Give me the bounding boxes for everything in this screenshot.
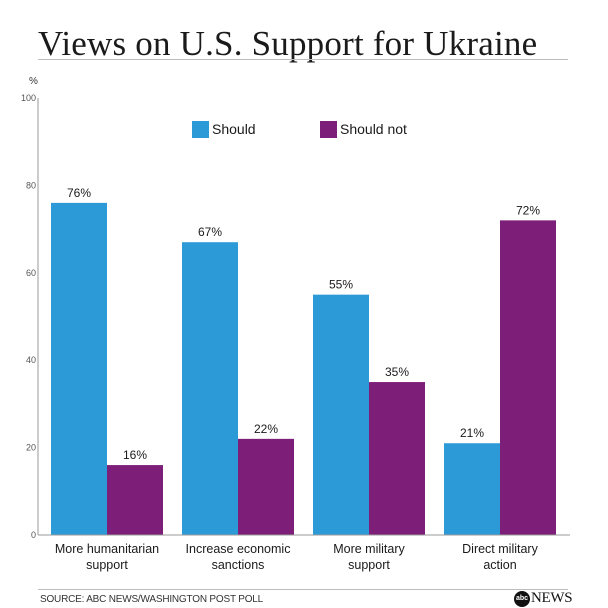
- bar-should-not: [107, 465, 163, 535]
- bar-should-not: [369, 382, 425, 535]
- legend-label-should-not: Should not: [340, 121, 407, 137]
- data-label: 16%: [123, 448, 147, 462]
- x-category-label: action: [483, 558, 516, 572]
- legend-swatch-should: [192, 121, 209, 138]
- bar-chart: % 0 20 40 60 80 100 76% 16% More humanitarian supp…: [21, 76, 570, 572]
- y-tick-label: 80: [26, 180, 36, 190]
- bar-should: [51, 202, 107, 535]
- y-tick-label: 100: [21, 93, 36, 103]
- y-unit-label: %: [29, 76, 38, 87]
- legend-label-should: Should: [212, 121, 256, 137]
- source-note: SOURCE: ABC NEWS/WASHINGTON POST POLL: [40, 594, 264, 605]
- bar-should-not: [500, 220, 556, 536]
- bar-should: [444, 443, 500, 535]
- bar-should: [182, 242, 238, 535]
- bar-should-not: [238, 438, 294, 535]
- data-label: 35%: [385, 365, 409, 379]
- data-label: 72%: [516, 203, 540, 217]
- y-tick-label: 20: [26, 443, 36, 453]
- data-label: 22%: [254, 422, 278, 436]
- data-label: 55%: [329, 278, 353, 292]
- x-category-label: support: [348, 558, 390, 572]
- x-category-label: More military: [333, 542, 405, 556]
- y-tick-label: 0: [31, 530, 36, 540]
- x-category-label: Increase economic: [186, 542, 291, 556]
- x-category-label: More humanitarian: [55, 542, 159, 556]
- x-category-label: sanctions: [212, 558, 265, 572]
- title-divider: [38, 59, 568, 60]
- data-label: 67%: [198, 225, 222, 239]
- bar-should: [313, 294, 369, 535]
- x-category-label: Direct military: [462, 542, 538, 556]
- news-wordmark: NEWS: [531, 590, 573, 606]
- y-tick-label: 40: [26, 355, 36, 365]
- abc-news-logo: abc NEWS: [514, 590, 573, 607]
- footer-divider: [38, 589, 568, 590]
- data-label: 76%: [67, 186, 91, 200]
- chart-title: Views on U.S. Support for Ukraine: [38, 24, 538, 63]
- data-label: 21%: [460, 426, 484, 440]
- x-category-label: support: [86, 558, 128, 572]
- y-tick-label: 60: [26, 268, 36, 278]
- legend-swatch-should-not: [320, 121, 337, 138]
- abc-logo-icon: abc: [514, 590, 530, 607]
